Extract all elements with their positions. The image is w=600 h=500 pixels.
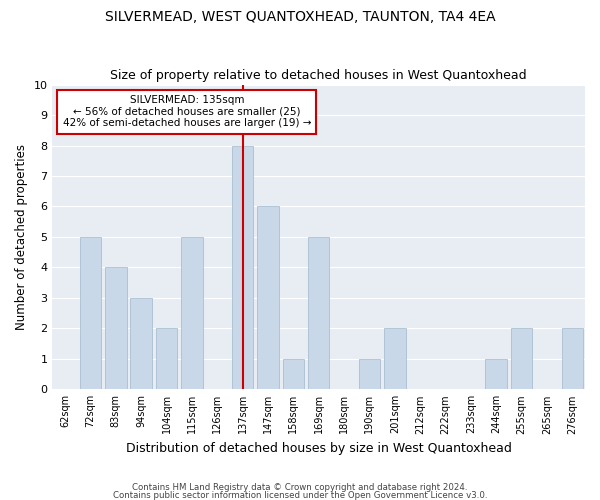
X-axis label: Distribution of detached houses by size in West Quantoxhead: Distribution of detached houses by size … <box>126 442 512 455</box>
Y-axis label: Number of detached properties: Number of detached properties <box>15 144 28 330</box>
Bar <box>232 146 253 390</box>
Bar <box>384 328 406 390</box>
Bar <box>485 359 507 390</box>
Bar <box>257 206 279 390</box>
Bar <box>511 328 532 390</box>
Bar <box>105 268 127 390</box>
Title: Size of property relative to detached houses in West Quantoxhead: Size of property relative to detached ho… <box>110 69 527 82</box>
Bar <box>130 298 152 390</box>
Bar <box>283 359 304 390</box>
Bar <box>359 359 380 390</box>
Text: SILVERMEAD: 135sqm
← 56% of detached houses are smaller (25)
42% of semi-detache: SILVERMEAD: 135sqm ← 56% of detached hou… <box>62 95 311 128</box>
Bar <box>156 328 178 390</box>
Bar <box>181 237 203 390</box>
Bar <box>308 237 329 390</box>
Text: Contains public sector information licensed under the Open Government Licence v3: Contains public sector information licen… <box>113 491 487 500</box>
Bar <box>80 237 101 390</box>
Text: SILVERMEAD, WEST QUANTOXHEAD, TAUNTON, TA4 4EA: SILVERMEAD, WEST QUANTOXHEAD, TAUNTON, T… <box>104 10 496 24</box>
Text: Contains HM Land Registry data © Crown copyright and database right 2024.: Contains HM Land Registry data © Crown c… <box>132 484 468 492</box>
Bar <box>562 328 583 390</box>
